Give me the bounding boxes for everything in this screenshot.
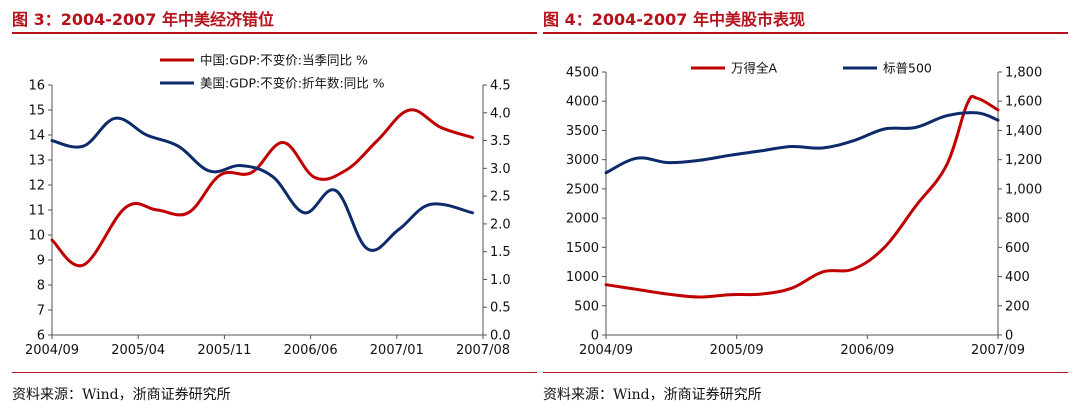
left-y-tick-label: 0 [591,329,599,344]
left-y-tick-label: 4000 [566,95,599,110]
right-y-tick-label: 1,800 [1005,66,1042,81]
x-tick-label: 2005/11 [197,343,251,358]
x-tick-label: 2007/01 [370,343,424,358]
right-y-tick-label: 1.5 [490,245,511,260]
left-y-tick-label: 2000 [566,212,599,227]
legend-label-1: 中国:GDP:不变价:当季同比 % [200,53,368,68]
right-y-tick-label: 4.0 [490,106,511,121]
right-figure-title: 图 4：2004-2007 年中美股市表现 [543,10,805,29]
series-line-1 [50,108,474,268]
left-source-rule [12,372,537,373]
series-line-1 [604,94,1000,299]
right-y-tick-label: 1,200 [1005,153,1042,168]
x-tick-label: 2005/09 [710,343,764,358]
left-y-tick-label: 500 [574,299,599,314]
left-y-tick-label: 3500 [566,124,599,139]
right-y-tick-label: 0 [1005,329,1013,344]
right-y-tick-label: 1,400 [1005,124,1042,139]
left-y-tick-label: 7 [37,304,45,319]
legend-label-1: 万得全A [731,61,778,76]
right-y-tick-label: 800 [1005,212,1030,227]
right-y-tick-label: 1.0 [490,273,511,288]
series-line-2 [604,111,1000,175]
left-y-tick-label: 1500 [566,241,599,256]
series-line-2 [50,116,474,252]
right-y-tick-label: 2.0 [490,217,511,232]
right-panel: 图 4：2004-2007 年中美股市表现 0 500 1000 1500 2000 25… [543,0,1068,415]
x-tick-label: 2006/06 [284,343,338,358]
legend-label-2: 美国:GDP:不变价:折年数:同比 % [200,76,385,91]
x-tick-label: 2007/08 [456,343,510,358]
right-y-tick-label: 3.5 [490,134,511,149]
left-y-tick-label: 8 [37,279,45,294]
x-tick-label: 2004/09 [579,343,633,358]
left-y-tick-label: 12 [28,179,45,194]
right-source-rule [543,372,1068,373]
right-y-tick-label: 3.0 [490,162,511,177]
left-y-tick-label: 10 [28,229,45,244]
left-y-tick-label: 15 [28,104,45,119]
left-chart: 6 7 8 9 10 11 12 13 14 15 16 0.0 0.5 1.0 1.5 2.0 2.5 3.0 3… [25,53,511,359]
left-y-tick-label: 11 [28,204,45,219]
left-y-tick-label: 6 [37,329,45,344]
right-y-tick-label: 400 [1005,270,1030,285]
left-figure-title: 图 3：2004-2007 年中美经济错位 [12,10,274,29]
right-y-tick-label: 0.5 [490,301,511,316]
right-y-tick-label: 1,000 [1005,182,1042,197]
left-title-rule [12,32,537,34]
left-y-tick-label: 16 [28,79,45,94]
right-y-tick-label: 2.5 [490,190,511,205]
left-y-tick-label: 14 [28,129,45,144]
left-source-note: 资料来源：Wind，浙商证券研究所 [12,387,231,403]
right-y-tick-label: 600 [1005,241,1030,256]
right-source-note: 资料来源：Wind，浙商证券研究所 [543,387,762,403]
left-y-tick-label: 4500 [566,66,599,81]
right-chart: 0500100015002000250030003500400045000200… [566,61,1042,359]
left-y-tick-label: 9 [37,254,45,269]
right-y-tick-label: 200 [1005,299,1030,314]
right-y-tick-label: 4.5 [490,79,511,94]
right-title-rule [543,32,1068,34]
right-y-tick-label: 1,600 [1005,95,1042,110]
left-y-tick-label: 3000 [566,153,599,168]
right-y-tick-label: 0.0 [490,329,511,344]
x-tick-label: 2004/09 [25,343,79,358]
left-y-tick-label: 1000 [566,270,599,285]
left-y-tick-label: 2500 [566,182,599,197]
x-tick-label: 2006/09 [840,343,894,358]
legend-label-2: 标普500 [883,61,932,76]
left-panel: 图 3：2004-2007 年中美经济错位 6 7 8 9 10 11 12 13 14 15 16… [12,0,537,415]
x-tick-label: 2005/04 [111,343,165,358]
x-tick-label: 2007/09 [971,343,1025,358]
left-y-tick-label: 13 [28,154,45,169]
